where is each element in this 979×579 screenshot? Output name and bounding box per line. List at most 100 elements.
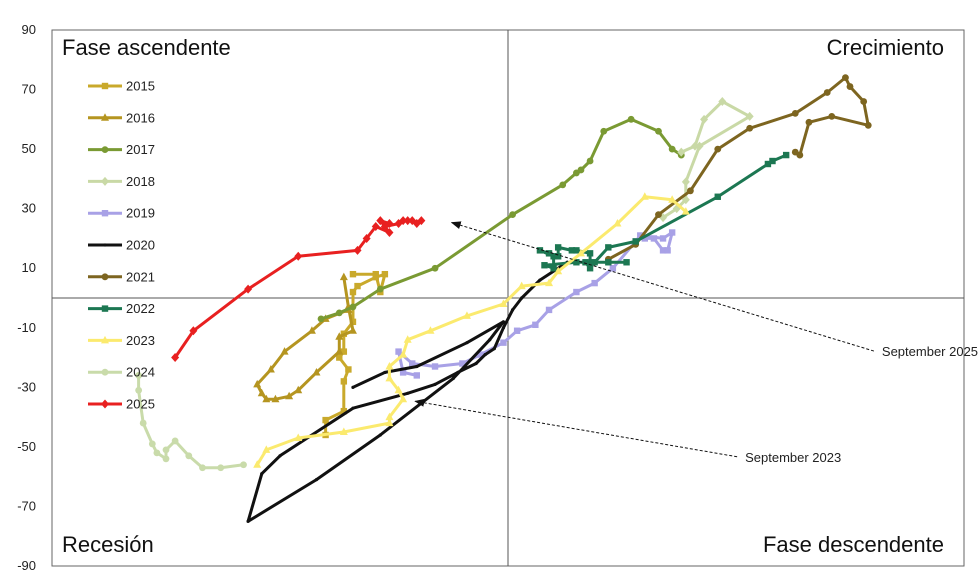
legend-label: 2020: [126, 238, 155, 253]
series-point: [568, 247, 576, 254]
series-point: [513, 327, 521, 334]
legend-label: 2019: [126, 206, 155, 221]
series-line: [324, 272, 387, 437]
series-point: [655, 127, 662, 135]
y-tick-label: 30: [22, 201, 36, 216]
series-point: [577, 166, 585, 174]
series-point: [532, 321, 539, 328]
series-point: [627, 115, 635, 123]
series-point: [253, 379, 262, 388]
series-point: [791, 109, 799, 117]
series-point: [573, 259, 580, 266]
series-point: [139, 419, 147, 427]
legend-label: 2023: [126, 333, 155, 348]
series-point: [262, 394, 271, 403]
legend-item-2019: 2019: [88, 206, 155, 221]
series-point: [339, 272, 348, 281]
series-point: [417, 216, 426, 226]
series-point: [266, 364, 275, 373]
series-point: [746, 124, 754, 132]
series-point: [294, 251, 303, 261]
series-point: [399, 216, 408, 226]
series-point: [520, 296, 524, 300]
series-point: [322, 416, 329, 424]
series-point: [700, 114, 709, 124]
series-point: [385, 227, 394, 237]
series-point: [769, 157, 776, 165]
series-point: [399, 350, 408, 358]
series-point: [349, 288, 357, 296]
series-point: [262, 445, 271, 453]
series-point: [431, 264, 439, 272]
series-point: [415, 364, 419, 369]
series-point: [433, 382, 437, 386]
series-point: [372, 273, 379, 281]
series-point: [271, 394, 280, 403]
series-point: [623, 259, 630, 266]
series-point: [101, 368, 109, 376]
legend-label: 2022: [126, 301, 155, 316]
series-point: [632, 238, 639, 245]
series-point: [554, 266, 563, 275]
series-point: [545, 278, 554, 287]
series-point: [101, 146, 109, 154]
series-point: [399, 369, 407, 376]
y-tick-label: 70: [22, 82, 36, 97]
legend: 2015 2016 2017 2018 2019 2020 2021 2022 2023 2024…: [88, 79, 155, 412]
series-lines: [135, 74, 872, 523]
series-point: [805, 118, 813, 126]
series-point: [536, 247, 544, 254]
quadrant-label-top-left: Fase ascendente: [62, 35, 231, 60]
series-point: [477, 351, 484, 358]
series-point: [605, 244, 612, 251]
series-point: [101, 176, 109, 186]
series-point: [714, 193, 721, 200]
series-point: [640, 192, 649, 200]
series-point: [459, 360, 466, 367]
series-point: [641, 235, 648, 242]
series-point: [362, 233, 371, 243]
series-point: [823, 89, 831, 96]
series-point: [385, 418, 394, 427]
quadrant-label-top-right: Crecimiento: [827, 35, 944, 60]
series-point: [348, 326, 357, 334]
series-point: [637, 232, 644, 239]
series-point: [409, 360, 416, 367]
series-point: [559, 181, 567, 189]
legend-item-2015: 2015: [88, 79, 155, 94]
series-point: [244, 284, 253, 294]
series-point: [600, 127, 608, 135]
series-line: [246, 260, 569, 523]
y-tick-label: 50: [22, 141, 36, 156]
series-2023: [253, 192, 690, 468]
series-point: [385, 373, 394, 382]
series-point: [189, 326, 198, 336]
series-2024: [135, 372, 247, 472]
series-point: [399, 394, 408, 403]
series-2015: [322, 270, 389, 439]
series-point: [101, 335, 109, 344]
series-point: [349, 270, 357, 278]
series-point: [376, 216, 385, 226]
series-point: [395, 348, 402, 355]
series-point: [185, 452, 193, 460]
series-point: [545, 250, 553, 257]
series-point: [294, 433, 303, 441]
series-point: [451, 376, 455, 380]
series-point: [101, 113, 109, 121]
series-point: [280, 347, 289, 355]
series-point: [591, 259, 598, 266]
series-point: [510, 308, 515, 312]
series-point: [253, 460, 262, 468]
series-point: [378, 433, 382, 437]
annotation-label: September 2025: [882, 344, 978, 359]
series-point: [591, 279, 598, 287]
series-point: [465, 341, 469, 345]
series-point: [842, 74, 849, 82]
series-point: [336, 354, 343, 361]
series-point: [371, 222, 380, 232]
series-line: [397, 231, 674, 377]
series-point: [586, 250, 594, 257]
series-point: [668, 195, 677, 203]
series-point: [349, 318, 357, 326]
